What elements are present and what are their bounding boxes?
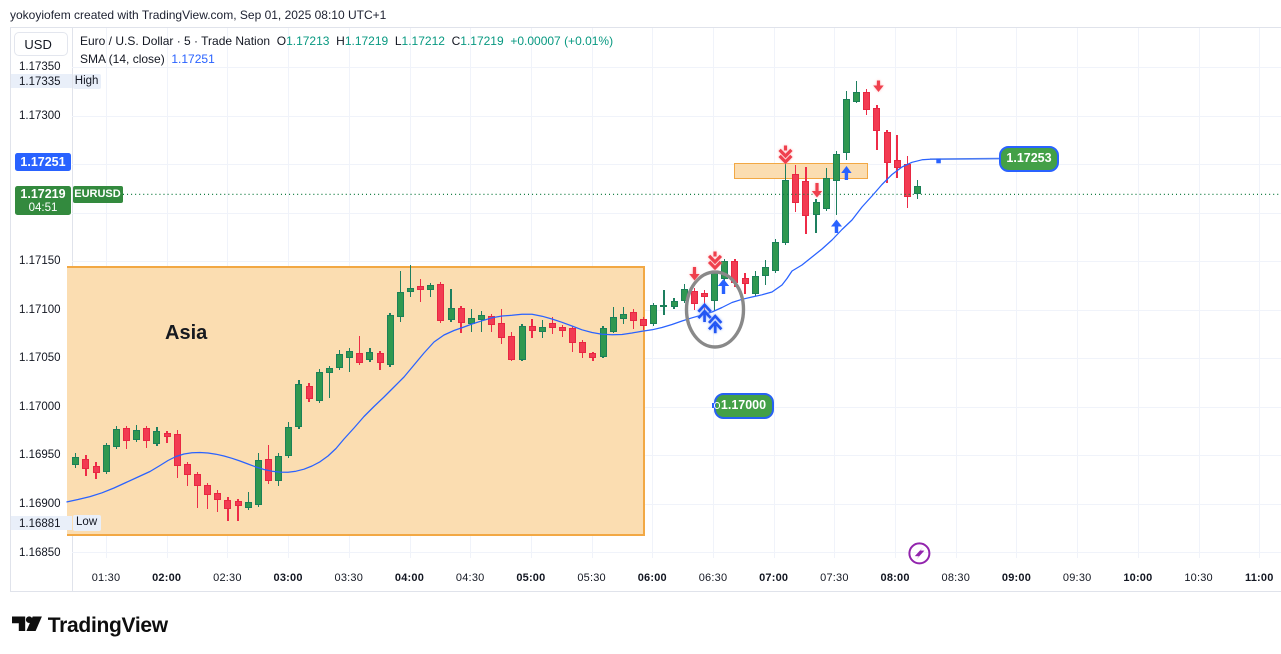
svg-text:TradingView: TradingView — [48, 614, 169, 637]
